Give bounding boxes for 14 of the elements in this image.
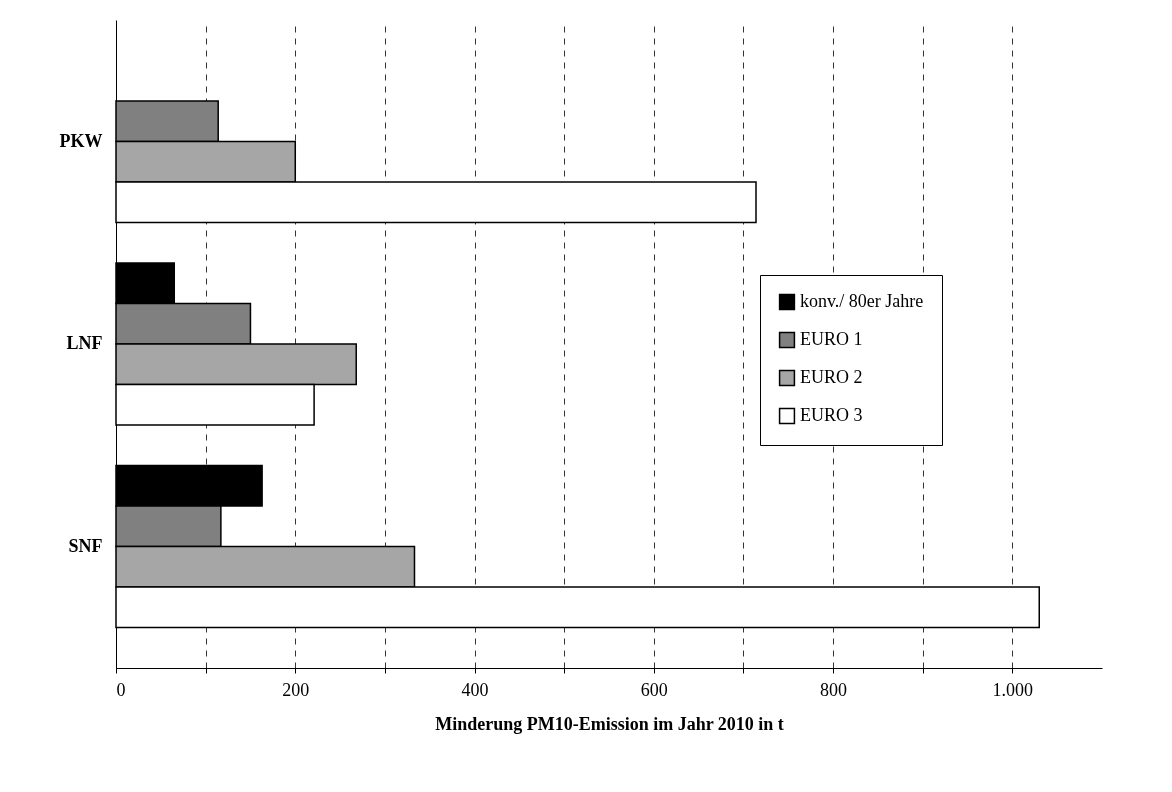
x-axis-title: Minderung PM10-Emission im Jahr 2010 in t [435, 713, 784, 734]
x-tick-label: 600 [640, 679, 668, 700]
y-tick-label: LNF [66, 333, 103, 353]
legend-label: konv./ 80er Jahre [800, 291, 924, 311]
x-tick-label: 1.000 [992, 679, 1034, 700]
legend-label: EURO 1 [800, 329, 863, 349]
x-tick-label: 200 [282, 679, 310, 700]
y-tick-label: SNF [68, 535, 103, 556]
legend-label: EURO 2 [800, 367, 863, 387]
legend-label: EURO 3 [800, 405, 863, 425]
x-tick-label: 400 [461, 679, 489, 700]
y-tick-label: PKW [59, 130, 103, 151]
x-tick-label: 0 [116, 679, 126, 700]
x-tick-label: 800 [820, 679, 848, 700]
